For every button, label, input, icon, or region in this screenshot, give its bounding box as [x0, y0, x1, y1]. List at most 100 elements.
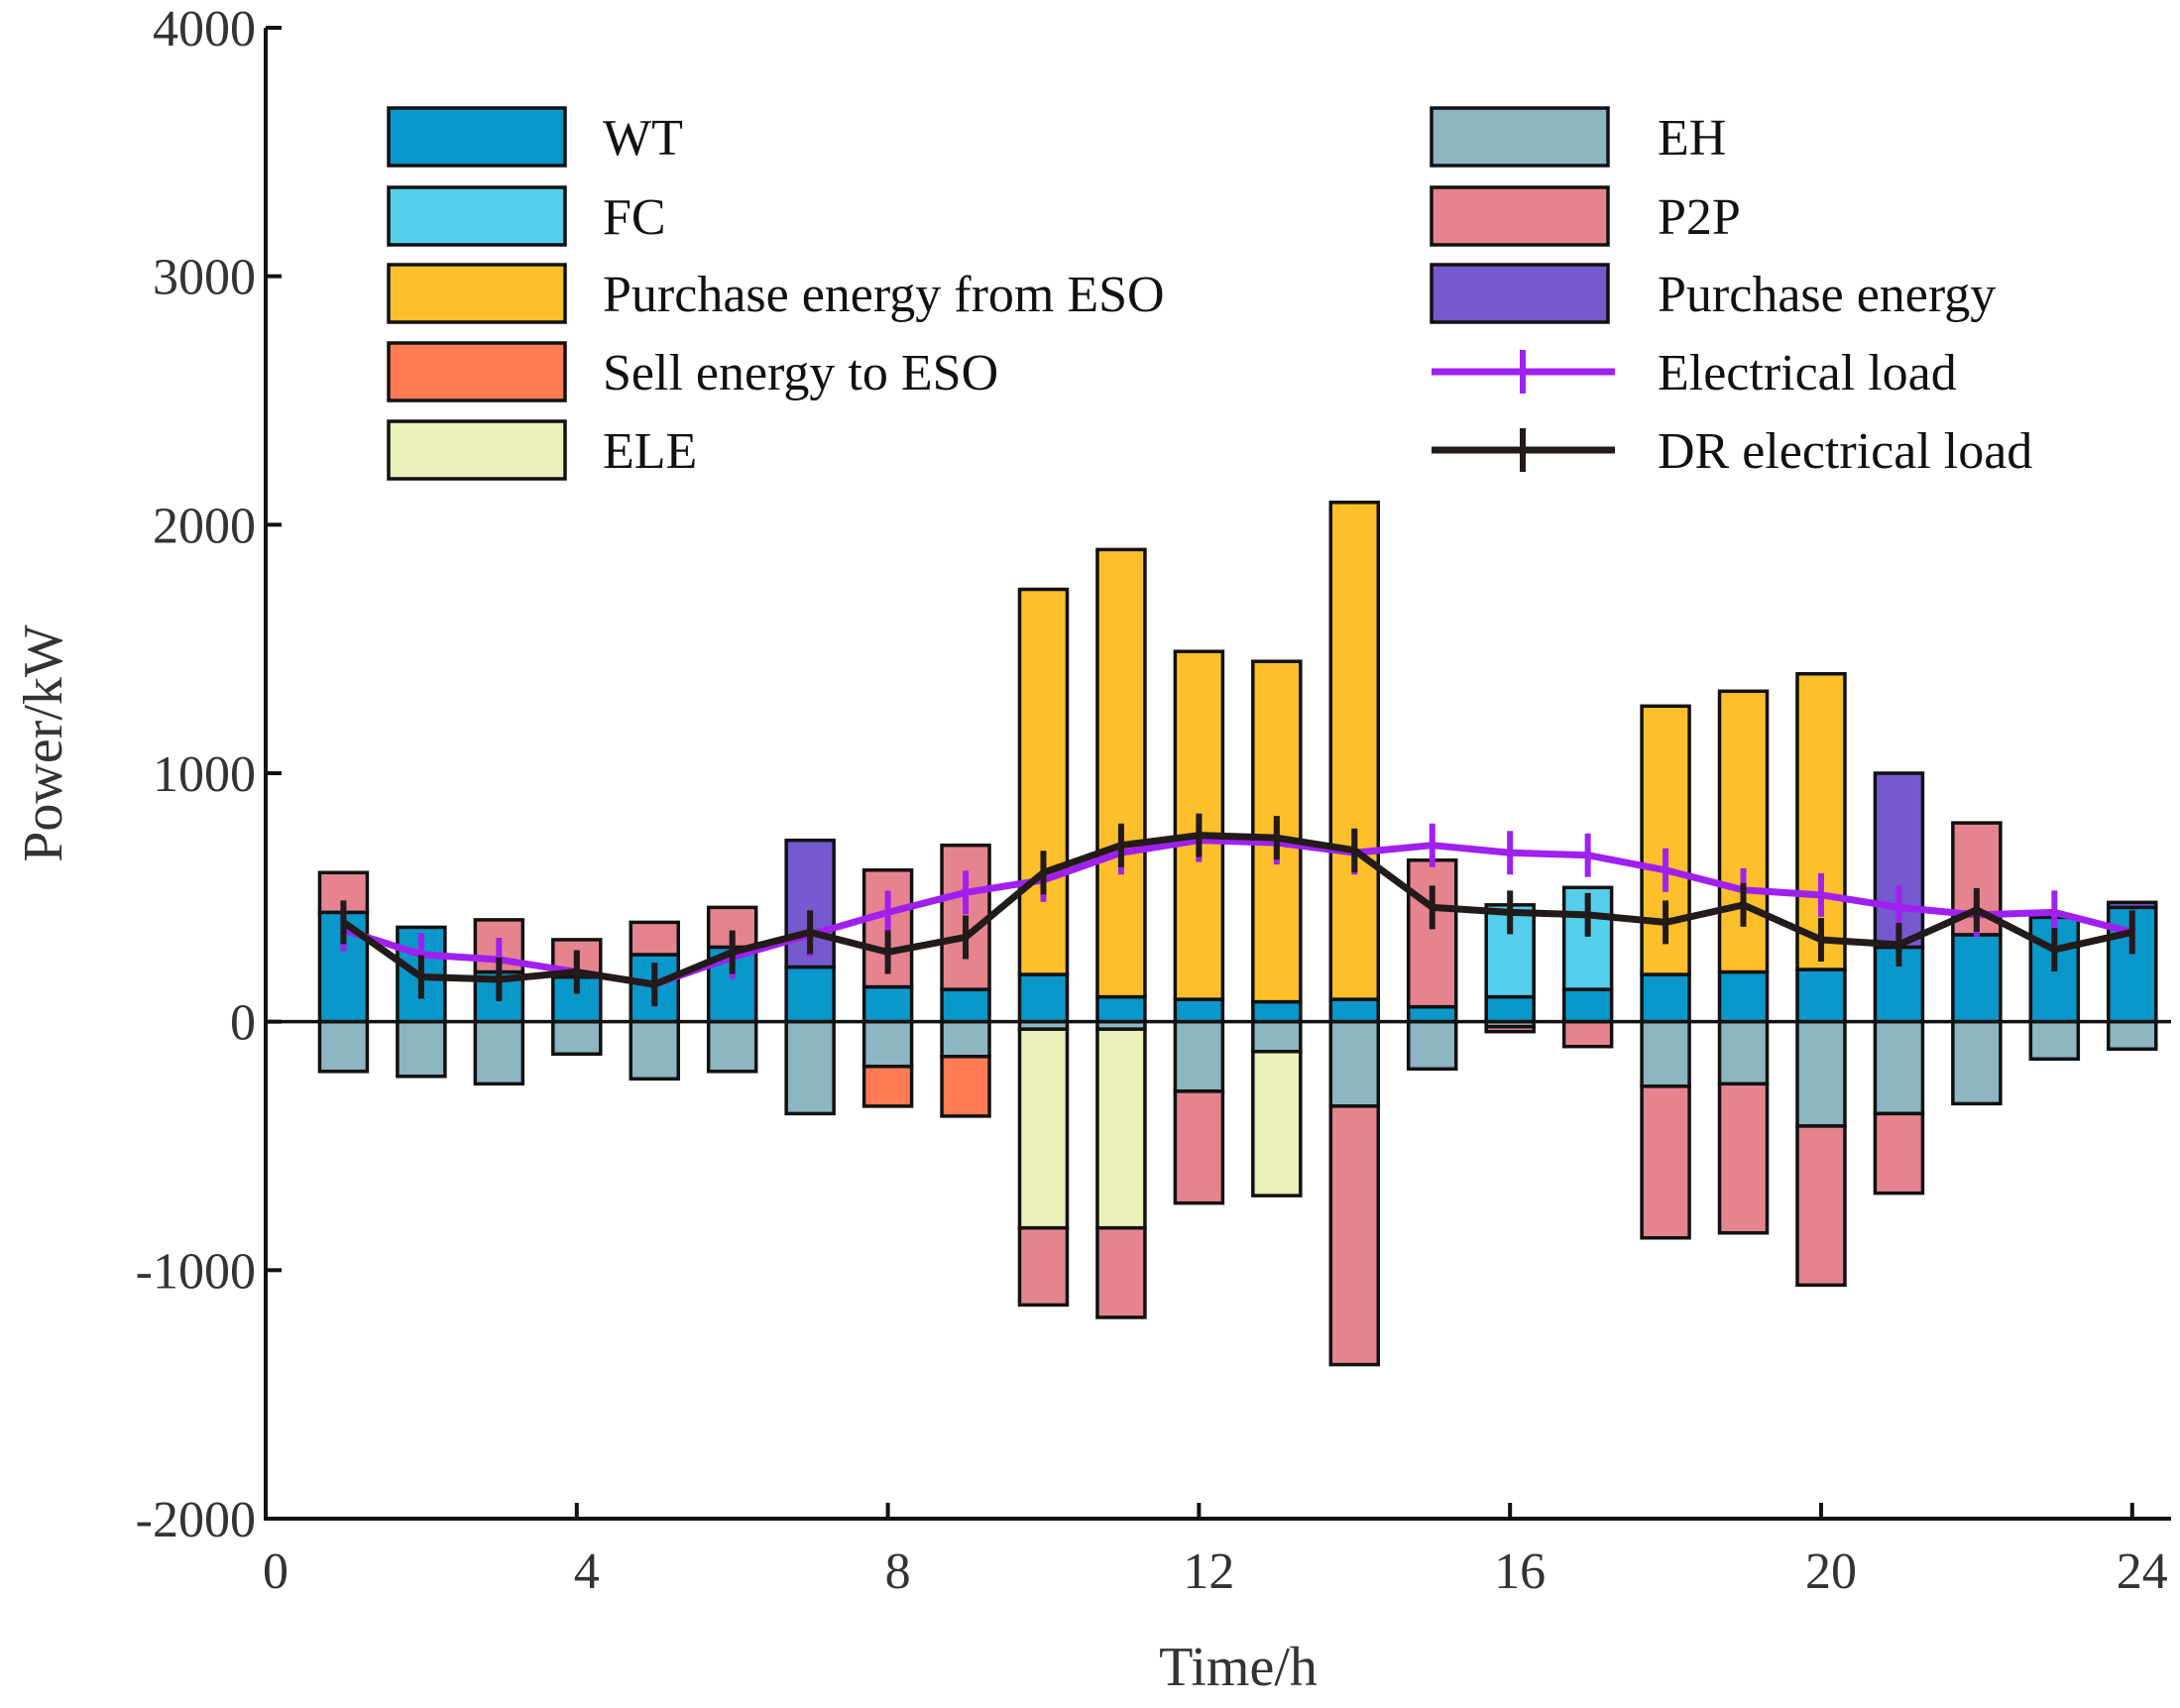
legend-label-ele: ELE	[603, 423, 697, 480]
y-tick-label: 4000	[153, 1, 256, 57]
lines-layer	[340, 813, 2135, 1007]
bar-eh-h4	[551, 1019, 603, 1057]
bar-eh-h9	[940, 1019, 991, 1059]
bar-sell-energy-to-eso-h8	[861, 1065, 914, 1108]
bar-eh-h13	[1251, 1019, 1303, 1054]
bar-eh-h3	[473, 1019, 525, 1086]
bar-wt-h20	[1795, 968, 1847, 1024]
x-axis-title: Time/h	[1159, 1637, 1318, 1698]
bar-eh-h7	[784, 1019, 836, 1116]
x-tick-label: 20	[1805, 1543, 1857, 1600]
bar-wt-h7	[784, 965, 836, 1024]
bar-eh-h15	[1406, 1019, 1458, 1072]
bar-wt-h12	[1173, 997, 1225, 1024]
bar-eh-h6	[706, 1019, 758, 1074]
bar-p2p-h17	[1561, 1019, 1614, 1049]
bar-eh-h12	[1173, 1019, 1225, 1093]
bar-ele-h11	[1095, 1027, 1147, 1230]
bar-p2p-h19	[1717, 1082, 1770, 1235]
bar-purchase-energy-from-eso-h19	[1717, 689, 1770, 974]
legend-label-purchase-energy-from-eso: Purchase energy from ESO	[603, 267, 1165, 323]
legend-label-purchase-energy: Purchase energy	[1658, 267, 1996, 323]
bar-eh-h1	[317, 1019, 370, 1074]
legend-label-p2p: P2P	[1658, 189, 1741, 246]
y-tick-label: -2000	[136, 1492, 256, 1548]
bar-p2p-h15	[1406, 857, 1458, 1009]
bar-eh-h18	[1640, 1019, 1691, 1088]
bar-eh-h2	[396, 1019, 447, 1079]
line-electrical-load	[342, 837, 2133, 988]
bar-wt-h11	[1095, 994, 1147, 1024]
bar-wt-h15	[1406, 1004, 1458, 1024]
legend: WT FC Purchase energy from ESO Sell energy …	[387, 106, 2032, 481]
x-tick-label: 16	[1494, 1543, 1546, 1600]
bar-p2p-h18	[1640, 1084, 1691, 1240]
bar-eh-h5	[629, 1019, 680, 1082]
bar-ele-h13	[1251, 1049, 1303, 1197]
bar-wt-h19	[1717, 969, 1770, 1024]
legend-swatch-fc	[387, 185, 567, 247]
legend-label-electrical-load: Electrical load	[1658, 345, 1957, 401]
bar-wt-h14	[1328, 997, 1381, 1024]
bar-wt-h18	[1640, 972, 1691, 1024]
bar-purchase-energy-from-eso-h14	[1328, 501, 1381, 1001]
x-tick-label: 4	[574, 1543, 600, 1600]
bar-wt-h21	[1873, 945, 1925, 1024]
legend-swatch-ele	[387, 419, 567, 481]
bar-sell-energy-to-eso-h9	[940, 1055, 991, 1118]
bar-eh-h21	[1873, 1019, 1925, 1116]
bar-p2p-h11	[1095, 1225, 1147, 1319]
bar-p2p-h16	[1484, 1024, 1536, 1034]
bar-wt-h10	[1017, 972, 1070, 1024]
y-tick-label: -1000	[136, 1243, 256, 1300]
bar-wt-h17	[1561, 987, 1614, 1024]
x-tick-label: 0	[263, 1543, 288, 1600]
bar-p2p-h20	[1795, 1124, 1847, 1288]
bar-p2p-h5	[629, 920, 680, 957]
legend-label-sell-energy-to-eso: Sell energy to ESO	[603, 345, 998, 401]
bar-purchase-energy-from-eso-h10	[1017, 587, 1070, 976]
y-tick-label: 1000	[153, 746, 256, 803]
legend-label-eh: EH	[1658, 110, 1726, 167]
legend-swatch-wt	[387, 106, 567, 168]
legend-label-dr-electrical-load: DR electrical load	[1658, 423, 2032, 480]
y-axis-title: Power/kW	[13, 625, 74, 862]
x-tick-label: 12	[1183, 1543, 1234, 1600]
bar-eh-h14	[1328, 1019, 1381, 1108]
legend-swatch-eh	[1430, 106, 1610, 168]
y-tick-label: 0	[230, 995, 256, 1052]
y-tick-label: 3000	[153, 250, 256, 306]
legend-swatch-purchase-energy	[1430, 263, 1610, 324]
bar-eh-h8	[861, 1019, 914, 1069]
bars-layer	[317, 501, 2158, 1367]
legend-label-wt: WT	[603, 110, 683, 167]
legend-swatch-sell-energy-to-eso	[387, 341, 567, 402]
bar-ele-h10	[1017, 1027, 1070, 1230]
line-dr-electrical-load	[341, 832, 2133, 988]
legend-swatch-p2p	[1430, 185, 1610, 247]
bar-wt-h22	[1951, 933, 2003, 1024]
y-tick-label: 2000	[153, 498, 256, 554]
bar-eh-h22	[1951, 1019, 2003, 1106]
bar-eh-h19	[1717, 1019, 1770, 1086]
bar-p2p-h10	[1017, 1225, 1070, 1308]
bar-eh-h20	[1795, 1019, 1847, 1128]
bar-wt-h8	[861, 984, 914, 1024]
bar-p2p-h21	[1873, 1111, 1925, 1196]
bar-p2p-h12	[1173, 1089, 1225, 1205]
bar-wt-h13	[1251, 999, 1303, 1024]
bar-p2p-h14	[1328, 1104, 1381, 1367]
bar-eh-h23	[2028, 1019, 2081, 1062]
bar-wt-h16	[1484, 994, 1536, 1024]
bar-purchase-energy-from-eso-h11	[1095, 547, 1147, 999]
bar-wt-h9	[940, 987, 991, 1024]
legend-label-fc: FC	[603, 189, 666, 246]
x-tick-label: 8	[885, 1543, 911, 1600]
bar-eh-h24	[2107, 1019, 2158, 1051]
legend-swatch-purchase-energy-from-eso	[387, 263, 567, 324]
x-tick-label: 24	[2117, 1543, 2168, 1600]
bar-purchase-energy-h24	[2107, 900, 2158, 910]
